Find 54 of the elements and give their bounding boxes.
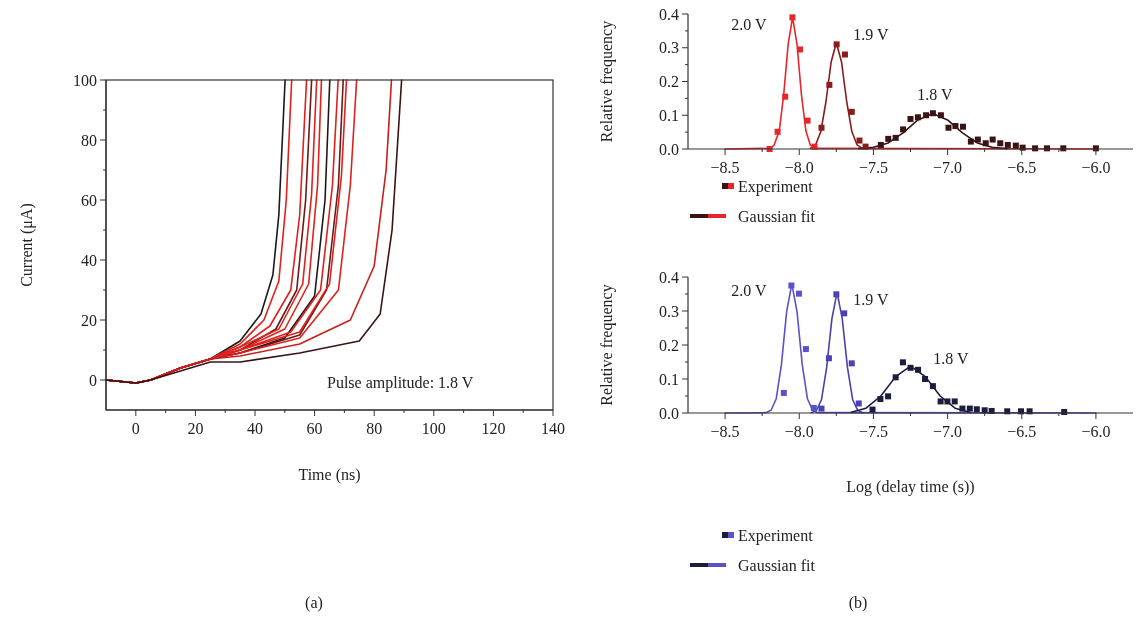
y-tick-label: 0.2 xyxy=(659,336,679,354)
x-tick-label: −7.5 xyxy=(858,423,888,440)
x-tick-label: −8.0 xyxy=(784,423,814,440)
annotation: Pulse amplitude: 1.8 V xyxy=(327,374,474,392)
x-axis-title: Time (ns) xyxy=(298,466,361,484)
x-tick-label: −7.0 xyxy=(933,159,963,176)
y-axis-title: Relative frequency xyxy=(598,20,616,143)
y-tick-label: 0.4 xyxy=(659,268,679,286)
annotation: 1.9 V xyxy=(853,26,890,43)
x-tick-label: 20 xyxy=(187,420,204,437)
y-tick-label: 80 xyxy=(81,131,97,149)
annotation: 1.9 V xyxy=(853,291,890,308)
y-tick-label: 0.0 xyxy=(659,404,679,422)
y-tick-label: 60 xyxy=(81,191,97,209)
x-tick-label: −6.0 xyxy=(1081,159,1111,176)
x-tick-label: 120 xyxy=(481,420,506,437)
x-tick-label: −6.5 xyxy=(1007,423,1037,440)
legend-label: Experiment xyxy=(738,526,814,545)
annotation: 2.0 V xyxy=(731,16,768,33)
annotation: 1.8 V xyxy=(917,86,954,103)
x-tick-label: 80 xyxy=(366,420,383,437)
text: (a) xyxy=(305,594,323,612)
y-tick-label: 40 xyxy=(81,251,97,269)
y-tick-label: 100 xyxy=(73,71,97,89)
y-tick-label: 0.4 xyxy=(659,5,679,23)
x-tick-label: 0 xyxy=(131,420,140,437)
x-tick-label: 40 xyxy=(247,420,263,437)
y-axis-title: Current (μA) xyxy=(18,203,36,287)
x-tick-label: −8.0 xyxy=(784,159,814,176)
legend-label: Gaussian fit xyxy=(738,207,816,225)
y-tick-label: 0.1 xyxy=(659,370,679,388)
text: (b) xyxy=(848,594,868,612)
y-axis-title: Relative frequency xyxy=(598,284,616,406)
x-tick-label: −7.5 xyxy=(858,159,888,176)
y-tick-label: 0.3 xyxy=(659,302,679,320)
y-tick-label: 0.1 xyxy=(659,106,679,124)
y-tick-label: 20 xyxy=(81,311,97,329)
y-tick-label: 0 xyxy=(89,371,97,389)
y-tick-label: 0.3 xyxy=(659,39,679,57)
x-tick-label: 100 xyxy=(421,420,446,437)
x-tick-label: −6.0 xyxy=(1081,423,1111,440)
x-tick-label: −7.0 xyxy=(933,423,963,440)
x-tick-label: 140 xyxy=(541,420,565,437)
annotation: 2.0 V xyxy=(731,282,768,299)
y-tick-label: 0.2 xyxy=(659,73,679,91)
annotation: 1.8 V xyxy=(933,350,970,367)
x-axis-title: Log (delay time (s)) xyxy=(846,478,975,496)
x-tick-label: −6.5 xyxy=(1007,159,1037,176)
legend-label: Experiment xyxy=(738,177,814,196)
x-tick-label: −8.5 xyxy=(710,423,740,440)
x-tick-label: −8.5 xyxy=(710,159,740,176)
x-tick-label: 60 xyxy=(306,420,323,437)
y-tick-label: 0.0 xyxy=(659,140,679,158)
legend-label: Gaussian fit xyxy=(738,556,816,574)
